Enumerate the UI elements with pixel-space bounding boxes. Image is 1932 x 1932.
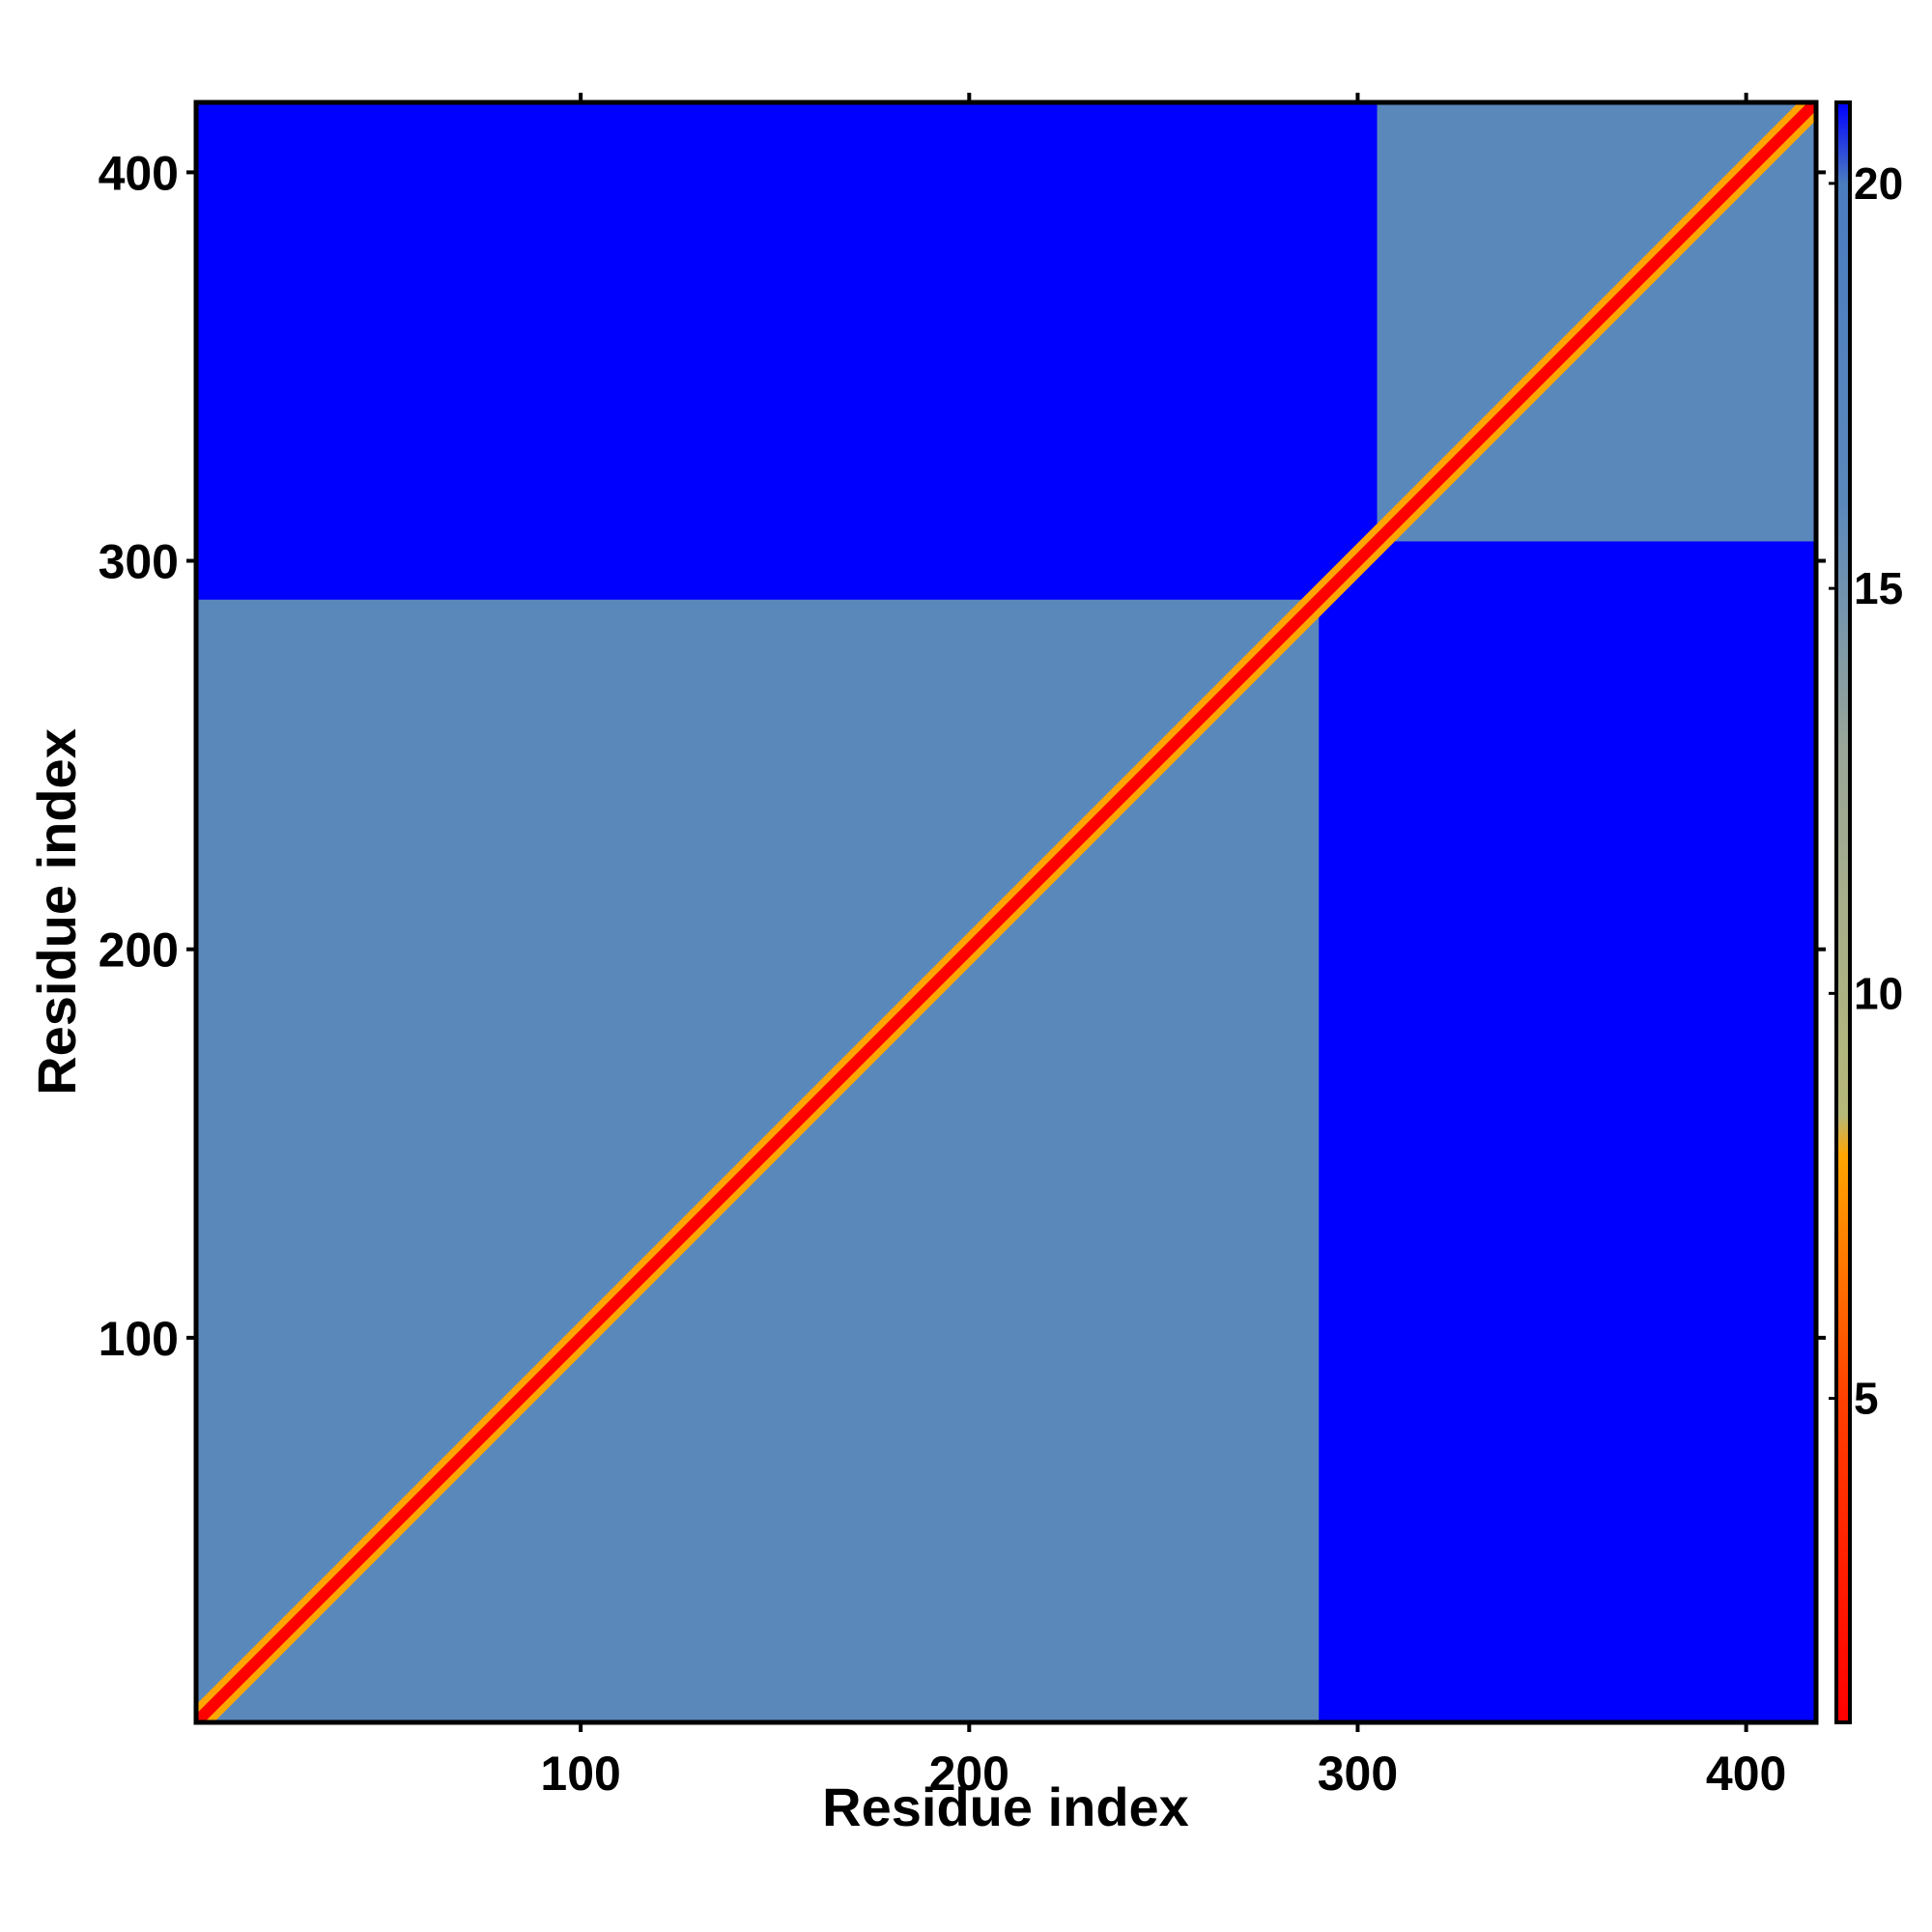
plot-frame bbox=[193, 99, 1819, 1725]
x-axis-ticks: 100 200 300 400 bbox=[540, 93, 1786, 1801]
x-tick-label: 100 bbox=[540, 1747, 620, 1801]
colorbar-tick-label: 20 bbox=[1854, 158, 1903, 209]
colorbar-tick-label: 10 bbox=[1854, 968, 1903, 1018]
colorbar: 5 10 15 20 bbox=[1829, 100, 1903, 1724]
colorbar-tick-label: 15 bbox=[1854, 563, 1903, 613]
x-axis-label: Residue index bbox=[822, 1776, 1189, 1837]
y-tick-label: 400 bbox=[99, 146, 179, 200]
y-axis-label: Residue index bbox=[26, 728, 87, 1095]
diagonal-core bbox=[196, 102, 1816, 1722]
y-axis-ticks: 100 200 300 400 bbox=[99, 146, 1826, 1366]
x-tick-label: 400 bbox=[1706, 1747, 1786, 1801]
y-tick-label: 300 bbox=[99, 535, 179, 589]
colorbar-gradient bbox=[1834, 100, 1852, 1724]
plot-area bbox=[196, 102, 1816, 1722]
colorbar-tick-label: 5 bbox=[1854, 1374, 1879, 1424]
y-tick-label: 200 bbox=[99, 923, 179, 978]
x-tick-label: 200 bbox=[929, 1747, 1009, 1801]
y-tick-label: 100 bbox=[99, 1312, 179, 1366]
x-tick-label: 300 bbox=[1318, 1747, 1398, 1801]
